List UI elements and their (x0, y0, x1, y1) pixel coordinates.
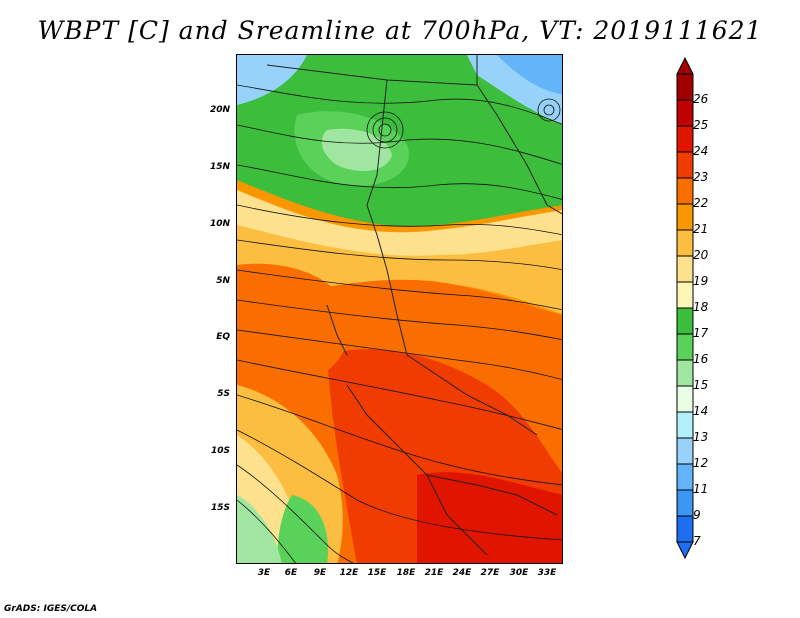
colorbar-label: 7 (693, 534, 701, 548)
colorbar-label: 12 (693, 456, 709, 470)
colorbar-swatch (676, 281, 694, 309)
colorbar-swatch (676, 385, 694, 413)
wbpt-region-15-north (321, 128, 392, 171)
colorbar-label: 16 (693, 352, 709, 366)
colorbar (676, 56, 694, 560)
wbpt-region-17-sw (277, 495, 328, 563)
colorbar-label: 25 (693, 118, 709, 132)
colorbar-label: 11 (693, 482, 709, 496)
colorbar-swatch (676, 489, 694, 517)
colorbar-label: 26 (693, 92, 709, 106)
lat-label-10n: 10N (209, 219, 230, 229)
colorbar-swatch (676, 333, 694, 361)
wbpt-region-12-ne (497, 55, 562, 95)
colorbar-label: 19 (693, 274, 709, 288)
lon-label-18e: 18E (396, 568, 416, 578)
colorbar-swatch (676, 203, 694, 231)
lon-label-24e: 24E (452, 568, 472, 578)
wbpt-region-19 (237, 190, 562, 256)
colorbar-label: 9 (693, 508, 701, 522)
colorbar-label: 20 (693, 248, 709, 262)
colorbar-label: 14 (693, 404, 709, 418)
colorbar-swatch (676, 125, 694, 153)
colorbar-label: 24 (693, 144, 709, 158)
wbpt-field-map (237, 55, 562, 563)
lat-label-10s: 10S (210, 446, 230, 456)
colorbar-swatch (676, 463, 694, 491)
chart-title: WBPT [C] and Sreamline at 700hPa, VT: 20… (37, 16, 763, 45)
colorbar-swatch (676, 99, 694, 127)
lon-label-33e: 33E (537, 568, 557, 578)
colorbar-label: 18 (693, 300, 709, 314)
streamlines (237, 84, 562, 563)
colorbar-top-arrow (676, 56, 694, 75)
lat-label-eq: EQ (216, 332, 230, 342)
colorbar-label: 15 (693, 378, 709, 392)
colorbar-swatch (676, 177, 694, 205)
lon-label-21e: 21E (424, 568, 444, 578)
colorbar-swatch (676, 411, 694, 439)
lon-label-30e: 30E (509, 568, 529, 578)
lat-label-5s: 5S (217, 389, 230, 399)
colorbar-swatch (676, 229, 694, 257)
wbpt-region-16-sw (237, 495, 282, 563)
wbpt-region-24 (417, 472, 562, 563)
lon-label-12e: 12E (339, 568, 359, 578)
credit-text: GrADS: IGES/COLA (4, 604, 98, 614)
colorbar-swatch (676, 437, 694, 465)
lon-label-6e: 6E (284, 568, 298, 578)
colorbar-label: 17 (693, 326, 709, 340)
colorbar-label: 22 (693, 196, 709, 210)
map-panel (236, 54, 563, 564)
lat-label-20n: 20N (209, 105, 230, 115)
colorbar-label: 23 (693, 170, 709, 184)
colorbar-bottom-arrow (676, 541, 694, 560)
colorbar-swatch (676, 515, 694, 543)
lon-label-9e: 9E (313, 568, 327, 578)
lon-label-27e: 27E (480, 568, 500, 578)
lat-label-5n: 5N (216, 276, 230, 286)
colorbar-swatch (676, 151, 694, 179)
lon-label-3e: 3E (257, 568, 271, 578)
colorbar-swatch (676, 73, 694, 101)
wbpt-region-22-west (237, 263, 350, 386)
country-borders (266, 55, 562, 556)
colorbar-label: 13 (693, 430, 709, 444)
colorbar-swatch (676, 359, 694, 387)
colorbar-swatch (676, 255, 694, 283)
lat-label-15n: 15N (209, 162, 230, 172)
lat-label-15s: 15S (210, 503, 230, 513)
lon-label-15e: 15E (367, 568, 387, 578)
colorbar-label: 21 (693, 222, 709, 236)
colorbar-swatch (676, 307, 694, 335)
